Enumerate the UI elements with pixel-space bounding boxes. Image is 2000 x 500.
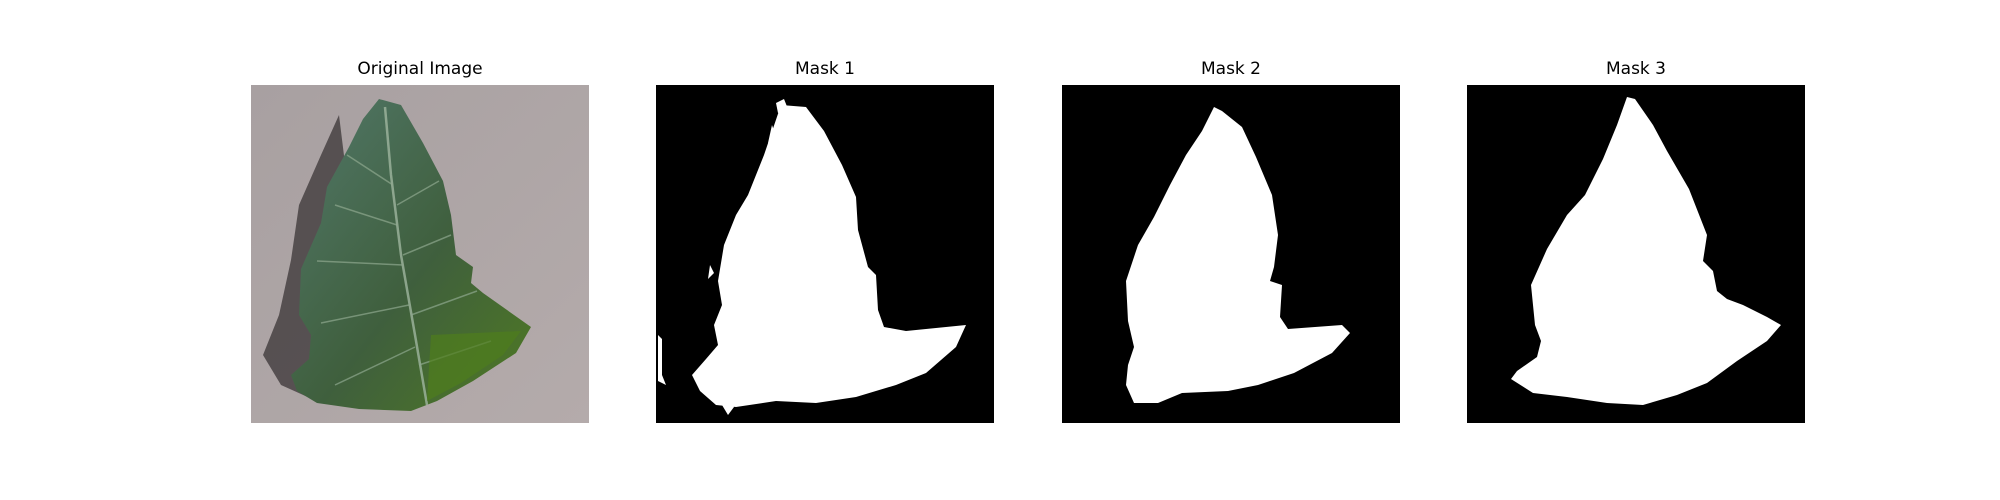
panel-title: Mask 3 xyxy=(1605,59,1666,79)
panel-mask-2: Mask 2 xyxy=(1062,57,1400,423)
mask-1-image xyxy=(656,85,994,423)
mask-3-image xyxy=(1467,85,1805,423)
panel-title: Mask 2 xyxy=(1200,59,1261,79)
panel-original-image: Original Image xyxy=(251,57,589,423)
panel-title: Mask 1 xyxy=(794,59,855,79)
panel-mask-1: Mask 1 xyxy=(656,57,994,423)
leaf-shape xyxy=(291,99,531,411)
mask-2-image xyxy=(1062,85,1400,423)
original-leaf-image xyxy=(251,85,589,423)
panel-title: Original Image xyxy=(357,59,483,79)
panel-mask-3: Mask 3 xyxy=(1467,57,1805,423)
